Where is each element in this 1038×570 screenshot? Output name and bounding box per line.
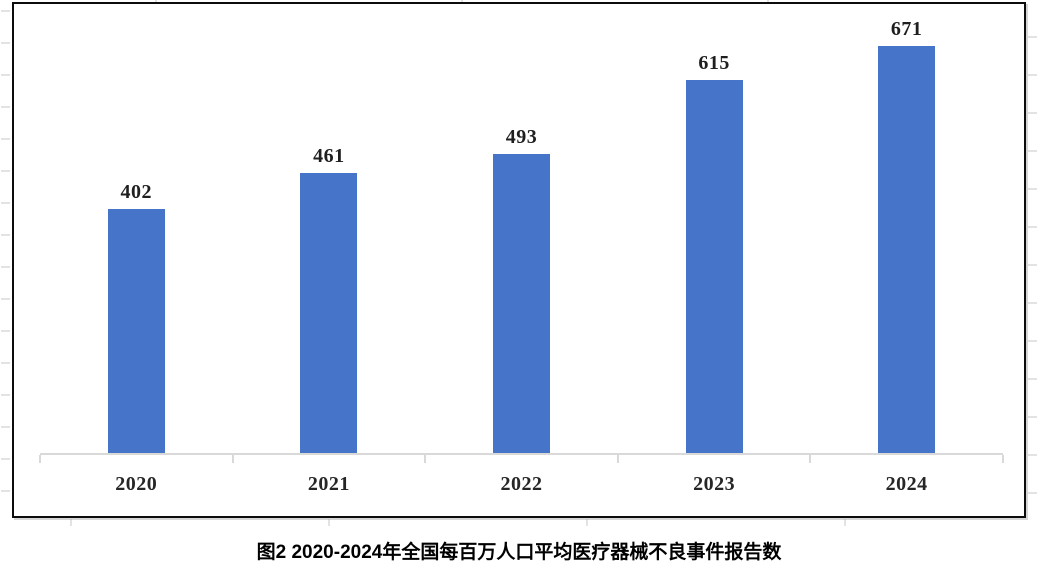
bars-row: 402 461 493 615 671 — [40, 4, 1003, 453]
x-axis-tick — [809, 455, 812, 463]
bar-2023 — [685, 80, 743, 453]
x-axis-tick — [39, 455, 41, 463]
x-axis-labels: 2020 2021 2022 2023 2024 — [40, 473, 1003, 496]
bar-2024 — [878, 46, 936, 453]
gridline-stubs-bottom — [70, 519, 1020, 526]
x-axis-label-2022: 2022 — [500, 473, 543, 495]
x-axis-label-2024: 2024 — [885, 473, 928, 495]
x-axis-tick — [424, 455, 427, 463]
bar-slot-2022: 493 — [425, 4, 618, 453]
plot-area: 402 461 493 615 671 2020 2021 2022 2023 2024 — [39, 4, 1004, 504]
x-axis-label-2021: 2021 — [307, 473, 350, 495]
chart-frame: 402 461 493 615 671 2020 2021 2022 2023 2024 — [12, 2, 1026, 518]
bar-value-label-2020: 402 — [120, 181, 153, 203]
bar-value-label-2021: 461 — [313, 145, 345, 167]
bar-2021 — [300, 173, 358, 453]
x-axis-label-2023: 2023 — [693, 473, 736, 495]
bar-slot-2024: 671 — [810, 4, 1003, 453]
bar-2022 — [492, 154, 550, 453]
bar-value-label-2023: 615 — [698, 52, 730, 74]
gridline-stubs-right — [1028, 36, 1037, 506]
bar-slot-2023: 615 — [618, 4, 811, 453]
x-axis-line — [40, 453, 1003, 455]
bar-slot-2020: 402 — [40, 4, 233, 453]
gridline-stubs-left — [1, 10, 10, 512]
bar-value-label-2024: 671 — [890, 18, 923, 40]
x-axis-tick — [231, 455, 234, 463]
x-axis-tick — [616, 455, 619, 463]
bar-2020 — [107, 209, 165, 453]
bar-value-label-2022: 493 — [505, 126, 538, 148]
bar-slot-2021: 461 — [233, 4, 426, 453]
figure-caption: 图2 2020-2024年全国每百万人口平均医疗器械不良事件报告数 — [256, 542, 782, 563]
x-axis-label-2020: 2020 — [115, 473, 158, 495]
x-axis-tick — [1002, 455, 1004, 463]
